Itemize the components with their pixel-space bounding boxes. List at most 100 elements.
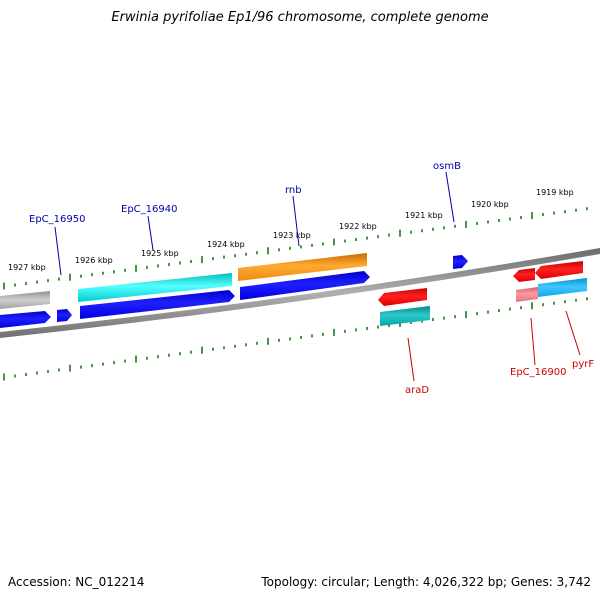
outer-tick [190,260,192,263]
outer-tick [520,216,522,219]
feature-blue-rnb [240,271,370,300]
outer-tick [245,252,247,256]
outer-tick [311,243,313,247]
outer-tick-ring [3,207,588,290]
outer-tick [476,221,478,225]
outer-tick [212,257,214,261]
scale-label-1924: 1924 kbp [207,240,245,249]
inner-tick-ring [3,297,588,381]
outer-tick [399,229,401,237]
inner-tick [564,300,566,304]
outer-tick [487,220,489,224]
gene-label-lines [54,171,581,382]
outer-tick [278,248,280,252]
inner-tick [69,364,71,372]
inner-tick [201,346,203,354]
outer-tick [553,211,555,215]
inner-tick [25,373,27,376]
outer-tick [564,210,566,214]
inner-tick [454,315,456,319]
outer-tick [113,270,115,274]
outer-tick [366,236,368,240]
inner-tick [102,362,104,366]
outer-tick [421,229,423,233]
inner-tick [311,334,313,338]
outer-tick [223,255,225,259]
scale-label-1922: 1922 kbp [339,222,377,231]
outer-tick [432,227,434,231]
outer-tick [69,273,71,281]
scale-label-1921: 1921 kbp [405,211,443,220]
inner-tick [3,373,5,381]
inner-tick [388,324,390,327]
inner-tick [212,347,214,351]
inner-tick [333,328,335,336]
feature-grey [0,291,50,309]
inner-tick [377,325,379,329]
outer-tick [443,226,445,230]
inner-tick [410,321,412,324]
gene-label-epc16900: EpC_16900 [510,367,566,378]
outer-tick [25,282,27,285]
outer-tick [333,238,335,246]
outer-tick [102,271,104,275]
inner-tick [179,352,181,356]
inner-tick [465,311,467,319]
outer-tick [256,251,258,255]
inner-tick [58,368,60,372]
outer-tick [542,213,544,217]
inner-tick [366,327,368,330]
inner-tick [234,344,236,348]
outer-tick [124,268,126,272]
inner-tick [91,364,93,368]
feature-pyrf-sky [538,278,587,297]
scale-labels: 1927 kbp 1926 kbp 1925 kbp 1924 kbp 1923… [8,188,574,272]
gene-labels: EpC_16950 EpC_16940 rnb osmB araD EpC_16… [29,161,594,396]
outer-tick [322,242,324,246]
inner-tick [135,355,137,363]
inner-tick [344,329,346,333]
inner-tick [190,350,192,354]
inner-tick [14,374,16,378]
feature-red-small [513,268,535,282]
outer-tick [454,224,456,228]
outer-tick [509,217,511,221]
inner-tick [300,335,302,339]
outer-tick [465,220,467,228]
inner-tick [289,337,291,341]
outer-tick [14,283,16,287]
inner-tick [553,301,555,305]
inner-tick [245,343,247,347]
scale-label-1920: 1920 kbp [471,200,509,209]
outer-tick [355,238,357,241]
inner-tick [124,359,126,363]
outer-tick [168,263,170,266]
outer-tick [410,230,412,234]
outer-tick [531,212,533,220]
inner-tick [146,356,148,360]
scale-label-1923: 1923 kbp [273,231,311,240]
gene-label-pyrf: pyrF [572,359,594,370]
inner-tick [520,306,522,310]
inner-tick [36,371,38,375]
inner-tick [443,316,445,320]
inner-tick [47,370,49,373]
inner-tick [278,338,280,342]
inner-tick [509,307,511,311]
gene-label-rnb: rnb [285,185,302,196]
outer-tick [3,282,5,290]
scale-label-1919: 1919 kbp [536,188,574,197]
inner-tick [421,319,423,323]
outer-tick [498,219,500,222]
feature-rnb-orange [238,253,367,281]
outer-tick [267,247,269,255]
outer-tick [146,265,148,269]
inner-tick [223,346,225,350]
inner-tick [586,297,588,301]
inner-tick [157,355,159,359]
gene-label-osmb: osmB [433,161,461,172]
outer-tick [289,246,291,250]
outer-tick [157,264,159,268]
feature-red-right [535,261,583,279]
